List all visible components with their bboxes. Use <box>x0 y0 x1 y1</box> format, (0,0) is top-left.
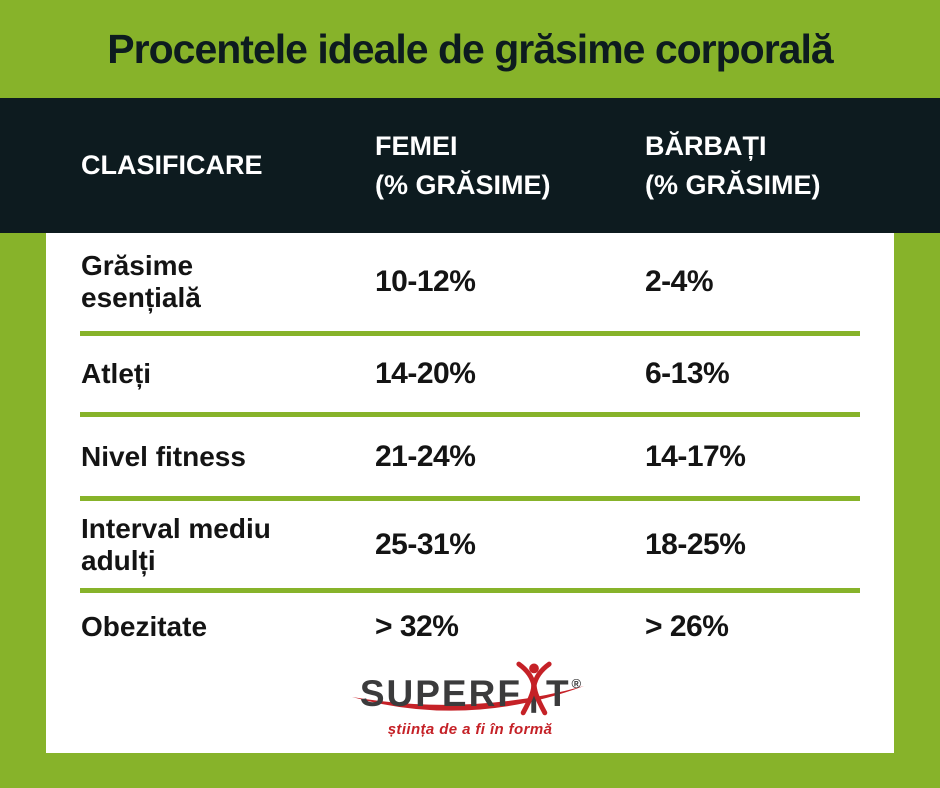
table-row: Grăsime esențială 10-12% 2-4% <box>46 233 894 331</box>
row-divider <box>80 412 860 417</box>
row-label: Atleți <box>81 358 375 390</box>
logo-wordmark: SUPERF T ® <box>351 661 584 716</box>
table-header: CLASIFICARE FEMEI (% GRĂSIME) BĂRBAȚI (%… <box>0 98 940 233</box>
logo-text-superf: SUPERF <box>359 673 522 714</box>
logo-figure-icon <box>516 661 552 716</box>
barbati-value: 18-25% <box>645 527 746 561</box>
table-row: Nivel fitness 21-24% 14-17% <box>46 417 894 496</box>
title-band: Procentele ideale de grăsime corporală <box>0 0 940 98</box>
femei-value: 10-12% <box>375 265 476 298</box>
femei-value: 25-31% <box>375 527 476 561</box>
logo-text-t: T <box>545 673 571 714</box>
row-label-line2: esențială <box>81 282 201 313</box>
column-header-barbati-line1: BĂRBAȚI <box>645 130 767 161</box>
barbati-value: 2-4% <box>645 265 714 298</box>
infographic-poster: Procentele ideale de grăsime corporală C… <box>0 0 940 753</box>
barbati-value: > 26% <box>645 609 729 643</box>
table-row: Obezitate > 32% > 26% <box>46 593 894 660</box>
superfit-logo: SUPERF T ® știința de a <box>46 660 894 753</box>
page-title: Procentele ideale de grăsime corporală <box>107 25 833 72</box>
femei-value: > 32% <box>375 609 459 643</box>
row-label-line1: Nivel fitness <box>81 440 246 472</box>
row-label-line1: Interval mediu <box>81 512 271 544</box>
row-label-line1: Grăsime <box>81 250 194 281</box>
column-header-femei-line1: FEMEI <box>375 130 458 161</box>
row-divider <box>80 588 860 593</box>
row-label: Obezitate <box>81 611 375 643</box>
column-header-clasificare: CLASIFICARE <box>81 150 263 180</box>
row-label-line1: Atleți <box>81 358 151 389</box>
femei-value: 14-20% <box>375 357 476 390</box>
barbati-value: 14-17% <box>645 439 746 473</box>
column-header-femei-line2: (% GRĂSIME) <box>375 169 551 200</box>
row-divider <box>80 331 860 336</box>
row-label: Interval mediu adulți <box>81 513 375 577</box>
barbati-value: 6-13% <box>645 357 730 390</box>
row-label: Nivel fitness <box>81 441 375 473</box>
row-divider <box>80 496 860 501</box>
table-row: Atleți 14-20% 6-13% <box>46 336 894 412</box>
row-label-line1: Obezitate <box>81 610 208 642</box>
column-header-barbati: BĂRBAȚI (% GRĂSIME) <box>645 127 940 205</box>
column-header-barbati-line2: (% GRĂSIME) <box>645 169 821 200</box>
table-row: Interval mediu adulți 25-31% 18-25% <box>46 501 894 588</box>
registered-mark: ® <box>571 676 582 691</box>
row-label: Grăsime esențială <box>81 250 375 314</box>
femei-value: 21-24% <box>375 439 476 473</box>
logo-tagline: știința de a fi în formă <box>387 721 553 738</box>
row-label-line2: adulți <box>81 544 156 576</box>
table-body: Grăsime esențială 10-12% 2-4% Atleți 14-… <box>46 233 894 753</box>
logo-swoosh-icon <box>351 686 584 711</box>
column-header-femei: FEMEI (% GRĂSIME) <box>375 127 645 205</box>
